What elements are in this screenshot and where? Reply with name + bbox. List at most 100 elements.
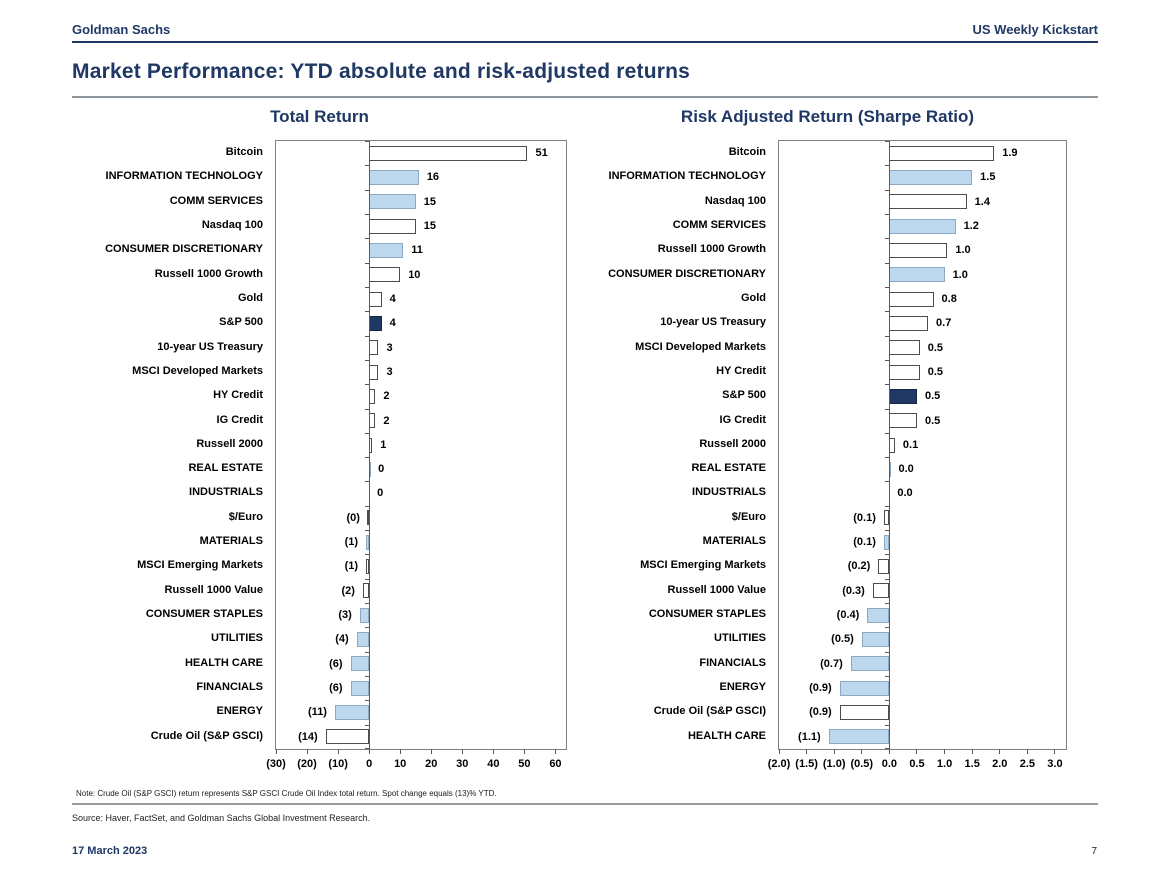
x-tick-label: (10) xyxy=(328,758,348,770)
x-tick-label: 1.0 xyxy=(936,758,953,770)
axis-row-tick xyxy=(884,408,889,410)
category-label: Russell 2000 xyxy=(196,437,263,450)
value-label: (0.2) xyxy=(847,560,871,573)
value-label: (14) xyxy=(298,730,318,743)
category-label: Crude Oil (S&P GSCI) xyxy=(150,729,263,742)
category-label: COMM SERVICES xyxy=(672,218,766,231)
category-label: ENERGY xyxy=(216,705,263,718)
axis-row-tick xyxy=(364,603,369,605)
axis-row-tick xyxy=(364,651,369,653)
bar xyxy=(850,656,890,672)
bar xyxy=(889,437,895,453)
x-tick-label: 2.5 xyxy=(1019,758,1035,770)
axis-row-tick xyxy=(364,578,369,580)
value-label: 1.4 xyxy=(974,195,990,208)
plot-area: 51 16 15 15 11 10 4 4 3 3 2 2 1 0 0 (0) (1) (1) (2) (3) (4)(… xyxy=(266,140,567,770)
bar xyxy=(369,315,382,331)
axis-row-tick xyxy=(364,724,369,726)
sharpe-ratio-chart-title: Risk Adjusted Return (Sharpe Ratio) xyxy=(680,107,975,126)
category-label: CONSUMER DISCRETIONARY xyxy=(105,243,263,256)
bar xyxy=(369,364,379,380)
axis-row-tick xyxy=(364,530,369,532)
category-label: INDUSTRIALS xyxy=(692,486,766,499)
value-label: 2 xyxy=(383,414,390,427)
category-label: 10-year US Treasury xyxy=(660,316,766,329)
value-label: 0.0 xyxy=(897,487,913,500)
category-label: S&P 500 xyxy=(722,389,766,402)
axis-row-tick xyxy=(884,165,889,167)
bar xyxy=(369,413,376,429)
x-axis-tick xyxy=(275,749,277,754)
x-tick-label: 30 xyxy=(456,758,469,770)
value-label: 0.5 xyxy=(927,365,944,378)
brand-header: Goldman Sachs xyxy=(72,22,171,37)
bar xyxy=(325,729,370,745)
axis-row-tick xyxy=(884,311,889,313)
bar xyxy=(369,194,416,210)
category-label: COMM SERVICES xyxy=(169,194,263,207)
category-label: INFORMATION TECHNOLOGY xyxy=(608,170,766,183)
x-axis-tick xyxy=(999,749,1001,754)
bar xyxy=(839,705,890,721)
axis-row-tick xyxy=(364,359,369,361)
x-tick-label: 40 xyxy=(487,758,500,770)
bar xyxy=(878,559,890,575)
zero-axis xyxy=(888,141,890,749)
axis-row-tick xyxy=(884,651,889,653)
total-return-chart-title: Total Return xyxy=(270,107,369,126)
axis-row-tick xyxy=(884,335,889,337)
x-axis-tick xyxy=(916,749,918,754)
x-tick-label: 0.0 xyxy=(881,758,898,770)
x-tick-label: 2.0 xyxy=(992,758,1008,770)
bar xyxy=(889,194,967,210)
bar xyxy=(889,242,948,258)
category-label: HEALTH CARE xyxy=(687,729,766,742)
category-label: INDUSTRIALS xyxy=(189,486,263,499)
category-label: Russell 2000 xyxy=(699,437,766,450)
bar xyxy=(889,267,945,283)
bar xyxy=(839,680,890,696)
bar xyxy=(359,607,370,623)
axis-row-tick xyxy=(364,700,369,702)
category-label: Russell 1000 Value xyxy=(164,583,263,596)
category-label: IG Credit xyxy=(216,413,263,426)
category-label: $/Euro xyxy=(731,510,766,523)
bar xyxy=(369,388,376,404)
bar xyxy=(872,583,890,599)
axis-row-tick xyxy=(364,408,369,410)
bar xyxy=(889,388,917,404)
category-label: REAL ESTATE xyxy=(691,462,766,475)
value-label: 1.0 xyxy=(955,244,971,257)
axis-row-tick xyxy=(884,189,889,191)
axis-row-tick xyxy=(364,141,369,142)
value-label: (1) xyxy=(344,560,359,573)
x-axis-tick xyxy=(554,749,556,754)
x-axis-tick xyxy=(306,749,308,754)
value-label: 15 xyxy=(423,219,436,232)
plot-area: 1.9 1.5 1.4 1.2 1.0 1.0 0.8 0.7 0.5 0.5 0.5 0.5 0.1 0… xyxy=(768,140,1067,770)
value-label: 1 xyxy=(380,438,387,451)
bar xyxy=(861,632,890,648)
category-label: INFORMATION TECHNOLOGY xyxy=(105,170,263,183)
value-label: (0.9) xyxy=(809,682,832,695)
bar xyxy=(369,169,419,185)
value-label: 1.9 xyxy=(1002,147,1018,159)
x-axis-tick xyxy=(1054,749,1056,754)
axis-row-tick xyxy=(884,384,889,386)
value-label: (11) xyxy=(308,706,327,719)
category-label: MATERIALS xyxy=(199,535,263,548)
category-label: CONSUMER STAPLES xyxy=(648,608,766,621)
value-label: 1.5 xyxy=(980,171,996,184)
bar xyxy=(369,145,528,161)
value-label: (4) xyxy=(335,633,349,646)
value-label: (0.5) xyxy=(831,633,854,646)
axis-row-tick xyxy=(884,627,889,629)
bar xyxy=(362,583,370,599)
x-tick-label: 20 xyxy=(425,758,438,770)
category-label: Gold xyxy=(740,291,766,304)
value-label: 0.5 xyxy=(927,341,944,354)
category-label: Bitcoin xyxy=(225,146,263,158)
category-label: S&P 500 xyxy=(219,316,263,329)
axis-row-tick xyxy=(364,238,369,240)
axis-row-tick xyxy=(884,603,889,605)
